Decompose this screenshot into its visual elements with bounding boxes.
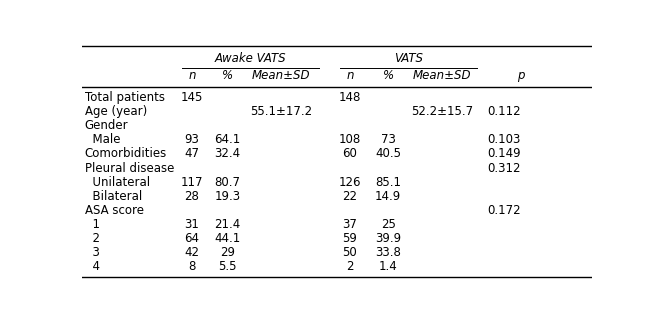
Text: 0.103: 0.103: [488, 133, 521, 146]
Text: 2: 2: [85, 232, 100, 245]
Text: 0.312: 0.312: [488, 161, 521, 175]
Text: VATS: VATS: [394, 52, 423, 65]
Text: 32.4: 32.4: [215, 148, 241, 161]
Text: 4: 4: [85, 260, 100, 273]
Text: Gender: Gender: [85, 119, 128, 132]
Text: 44.1: 44.1: [215, 232, 241, 245]
Text: 73: 73: [381, 133, 395, 146]
Text: Comorbidities: Comorbidities: [85, 148, 167, 161]
Text: 0.149: 0.149: [487, 148, 521, 161]
Text: 1.4: 1.4: [379, 260, 397, 273]
Text: 21.4: 21.4: [215, 218, 241, 231]
Text: 93: 93: [184, 133, 199, 146]
Text: 64.1: 64.1: [215, 133, 241, 146]
Text: 59: 59: [343, 232, 357, 245]
Text: 64: 64: [184, 232, 199, 245]
Text: 108: 108: [339, 133, 361, 146]
Text: 29: 29: [220, 246, 235, 259]
Text: 33.8: 33.8: [375, 246, 401, 259]
Text: Unilateral: Unilateral: [85, 176, 150, 189]
Text: 1: 1: [85, 218, 100, 231]
Text: 85.1: 85.1: [375, 176, 401, 189]
Text: 0.112: 0.112: [487, 105, 521, 118]
Text: 47: 47: [184, 148, 199, 161]
Text: Awake VATS: Awake VATS: [215, 52, 286, 65]
Text: Male: Male: [85, 133, 120, 146]
Text: 0.172: 0.172: [487, 204, 521, 217]
Text: n: n: [188, 69, 195, 82]
Text: 60: 60: [343, 148, 357, 161]
Text: %: %: [222, 69, 233, 82]
Text: 117: 117: [181, 176, 203, 189]
Text: 22: 22: [342, 190, 357, 203]
Text: Mean±SD: Mean±SD: [413, 69, 471, 82]
Text: n: n: [346, 69, 354, 82]
Text: 50: 50: [343, 246, 357, 259]
Text: ASA score: ASA score: [85, 204, 144, 217]
Text: Bilateral: Bilateral: [85, 190, 142, 203]
Text: 28: 28: [184, 190, 199, 203]
Text: 52.2±15.7: 52.2±15.7: [411, 105, 473, 118]
Text: 37: 37: [343, 218, 357, 231]
Text: 148: 148: [339, 91, 361, 104]
Text: 55.1±17.2: 55.1±17.2: [250, 105, 312, 118]
Text: Age (year): Age (year): [85, 105, 147, 118]
Text: 19.3: 19.3: [215, 190, 241, 203]
Text: 39.9: 39.9: [375, 232, 401, 245]
Text: 14.9: 14.9: [375, 190, 401, 203]
Text: 80.7: 80.7: [215, 176, 241, 189]
Text: Total patients: Total patients: [85, 91, 164, 104]
Text: 8: 8: [188, 260, 195, 273]
Text: 25: 25: [381, 218, 395, 231]
Text: 145: 145: [181, 91, 203, 104]
Text: 40.5: 40.5: [375, 148, 401, 161]
Text: p: p: [517, 69, 524, 82]
Text: 31: 31: [184, 218, 199, 231]
Text: %: %: [383, 69, 393, 82]
Text: 5.5: 5.5: [218, 260, 237, 273]
Text: 2: 2: [346, 260, 354, 273]
Text: Mean±SD: Mean±SD: [252, 69, 311, 82]
Text: 126: 126: [339, 176, 361, 189]
Text: 3: 3: [85, 246, 99, 259]
Text: 42: 42: [184, 246, 199, 259]
Text: Pleural disease: Pleural disease: [85, 161, 174, 175]
